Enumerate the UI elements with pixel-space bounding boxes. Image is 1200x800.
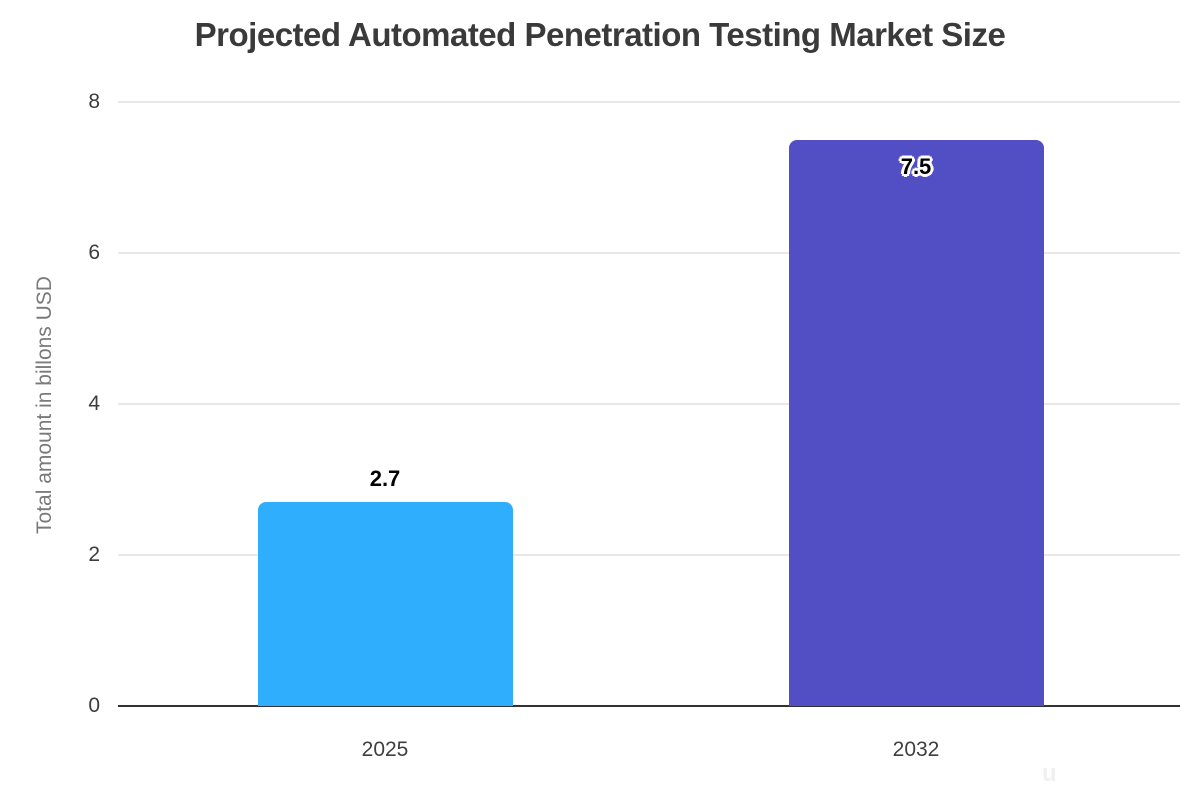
x-tick-label-2032: 2032 bbox=[892, 738, 940, 761]
y-tick-label: 2 bbox=[88, 543, 100, 566]
bar-value-label: 2.7 bbox=[369, 466, 401, 492]
x-tick-label-2025: 2025 bbox=[361, 738, 409, 761]
y-tick-label: 4 bbox=[88, 392, 100, 415]
gridline-6 bbox=[118, 252, 1180, 254]
gridline-2 bbox=[118, 554, 1180, 556]
watermark-glyph: u bbox=[1042, 760, 1057, 787]
x-axis-baseline bbox=[118, 704, 1180, 707]
gridline-8 bbox=[118, 101, 1180, 103]
bar-value-label: 7.5 bbox=[900, 153, 932, 179]
plot-area: 2.7 7.5 bbox=[118, 101, 1180, 707]
chart-title: Projected Automated Penetration Testing … bbox=[194, 16, 1006, 53]
y-tick-label: 8 bbox=[88, 90, 100, 113]
bar-2025 bbox=[257, 502, 513, 706]
y-axis-title: Total amount in billons USD bbox=[33, 276, 56, 534]
y-tick-label: 6 bbox=[88, 241, 100, 264]
bar-2032 bbox=[788, 139, 1044, 706]
gridline-4 bbox=[118, 403, 1180, 405]
y-tick-label: 0 bbox=[88, 694, 100, 717]
